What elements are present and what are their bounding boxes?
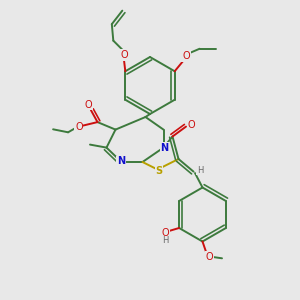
- Text: O: O: [120, 50, 127, 60]
- Text: O: O: [182, 51, 190, 61]
- Text: N: N: [117, 156, 125, 167]
- Text: O: O: [75, 122, 83, 132]
- Text: H: H: [162, 236, 169, 245]
- Text: N: N: [160, 143, 169, 153]
- Text: S: S: [155, 166, 163, 176]
- Text: O: O: [187, 119, 195, 130]
- Text: O: O: [161, 227, 169, 238]
- Text: O: O: [206, 251, 213, 262]
- Text: O: O: [85, 100, 92, 110]
- Text: H: H: [197, 166, 203, 175]
